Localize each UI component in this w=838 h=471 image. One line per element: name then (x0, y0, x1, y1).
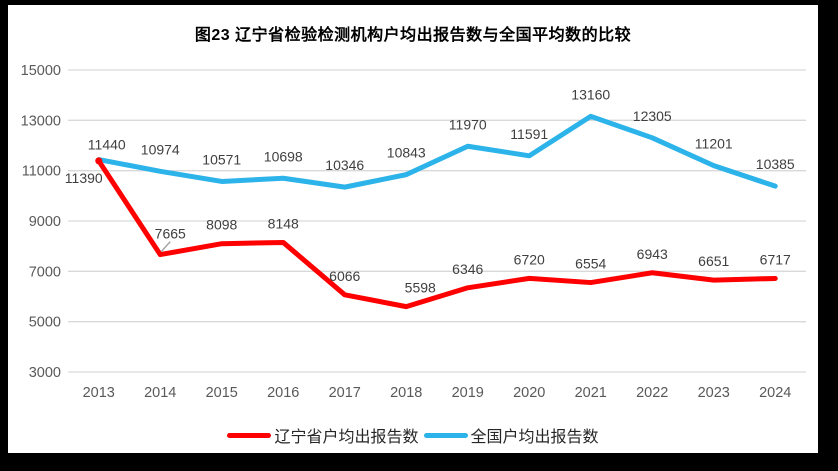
data-label: 6066 (329, 268, 360, 284)
legend: 辽宁省户均出报告数 全国户均出报告数 (8, 423, 818, 447)
series-line-liaoning (96, 158, 778, 310)
data-label: 7665 (155, 226, 186, 242)
x-axis-tick-label: 2019 (452, 385, 484, 401)
chart-title: 图23 辽宁省检验检测机构户均出报告数与全国平均数的比较 (194, 27, 632, 44)
chart-svg: 15000 13000 11000 9000 7000 5000 3000 2013 2014 2… (21, 63, 806, 401)
x-axis-tick-label: 2016 (267, 385, 299, 401)
legend-label-national: 全国户均出报告数 (470, 429, 599, 446)
data-label: 12305 (633, 108, 672, 124)
series-line-national (96, 113, 778, 190)
data-label: 11970 (449, 116, 487, 132)
data-label: 11390 (65, 170, 103, 186)
data-label: 10346 (325, 157, 364, 173)
data-label: 6720 (514, 251, 545, 267)
y-axis-tick-label: 13000 (21, 113, 61, 129)
data-label: 6346 (452, 261, 483, 277)
x-axis-tick-label: 2018 (390, 385, 422, 401)
data-label: 6554 (575, 256, 606, 272)
data-label: 10843 (387, 145, 426, 161)
legend-item-liaoning: 辽宁省户均出报告数 (227, 423, 419, 447)
x-axis-tick-label: 2014 (144, 385, 176, 401)
series-point-marker (95, 157, 103, 165)
data-label: 5598 (405, 280, 436, 296)
data-label: 6651 (698, 253, 729, 269)
data-label: 10974 (141, 141, 180, 157)
x-axis-tick-label: 2024 (759, 385, 791, 401)
data-label: 6943 (637, 246, 668, 262)
x-axis-tick-label: 2023 (698, 385, 730, 401)
data-label: 11591 (510, 126, 548, 142)
y-axis-tick-label: 9000 (29, 214, 61, 230)
y-axis-tick-label: 11000 (22, 164, 61, 180)
label-leader-line (160, 241, 171, 253)
x-axis-tick-label: 2021 (575, 385, 607, 401)
x-axis-tick-label: 2017 (329, 385, 361, 401)
y-axis-tick-label: 5000 (29, 315, 61, 331)
data-label: 10698 (264, 148, 303, 164)
y-axis-tick-label: 15000 (21, 63, 61, 79)
data-label: 8148 (268, 215, 299, 231)
data-label: 10571 (202, 151, 241, 167)
y-axis-tick-label: 7000 (29, 264, 61, 280)
legend-item-national: 全国户均出报告数 (423, 423, 599, 447)
y-axis-tick-label: 3000 (29, 365, 61, 381)
x-axis-tick-label: 2020 (513, 385, 545, 401)
data-label: 13160 (571, 86, 610, 102)
data-label: 6717 (760, 251, 791, 267)
x-axis-tick-label: 2015 (206, 385, 238, 401)
data-label: 10385 (756, 156, 795, 172)
x-axis-tick-label: 2022 (636, 385, 668, 401)
x-axis-tick-label: 2013 (83, 385, 115, 401)
chart-area: 图23 辽宁省检验检测机构户均出报告数与全国平均数的比较 15000 13000 1… (8, 5, 818, 453)
legend-line-red-icon (227, 432, 272, 438)
data-label: 8098 (206, 217, 237, 233)
legend-line-blue-icon (423, 432, 468, 438)
data-label: 11440 (88, 137, 126, 153)
data-label: 11201 (695, 136, 733, 152)
legend-label-liaoning: 辽宁省户均出报告数 (274, 429, 419, 446)
